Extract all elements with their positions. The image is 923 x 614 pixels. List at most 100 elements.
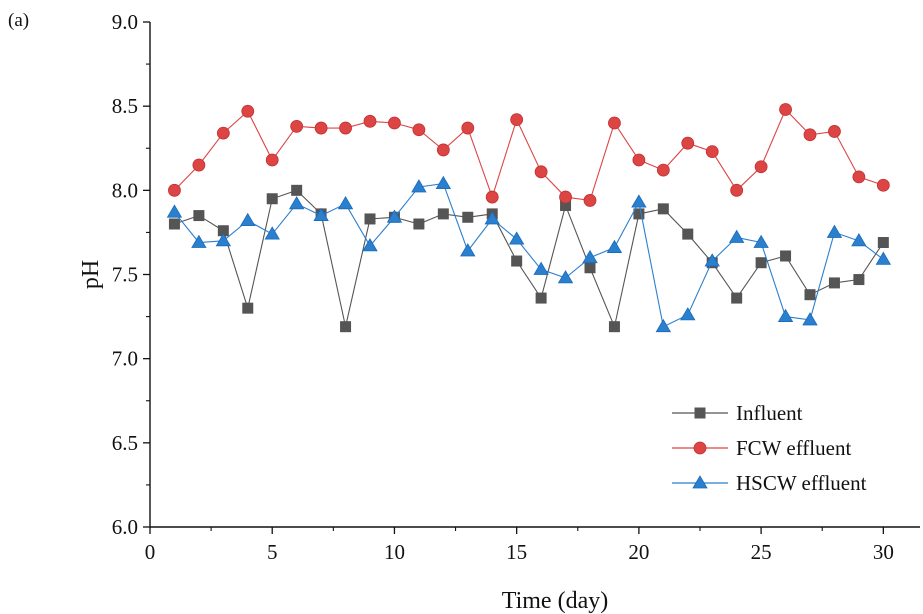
data-point — [802, 312, 818, 326]
data-point — [462, 211, 474, 223]
y-tick-label: 7.0 — [112, 347, 138, 371]
data-point — [191, 234, 207, 248]
data-point — [314, 121, 328, 135]
series-line — [174, 189, 884, 329]
data-point — [510, 113, 524, 127]
y-tick-label: 8.0 — [112, 178, 138, 202]
x-tick-label: 5 — [267, 540, 278, 564]
series-line — [174, 108, 884, 202]
x-tick-label: 0 — [145, 540, 156, 564]
data-point — [657, 203, 669, 215]
data-point — [168, 218, 180, 230]
y-tick-label: 6.5 — [112, 431, 138, 455]
data-point — [216, 126, 230, 140]
panel-label: (a) — [8, 10, 30, 31]
data-point — [608, 321, 620, 333]
y-tick-label: 9.0 — [112, 10, 138, 34]
data-point — [582, 249, 598, 264]
data-point — [731, 292, 743, 304]
data-point — [779, 103, 792, 116]
y-tick-label: 7.5 — [112, 263, 138, 287]
data-point — [242, 302, 254, 314]
data-point — [386, 209, 403, 223]
legend-marker — [692, 475, 708, 489]
data-point — [388, 116, 401, 130]
axes: 6.0 6.5 7.0 7.5 8.0 8.5 9.0 0 5 10 15 20 25 30 — [112, 10, 920, 564]
data-point — [534, 165, 548, 179]
data-point — [777, 308, 794, 322]
data-point — [656, 163, 670, 177]
data-point — [826, 224, 843, 238]
data-point — [704, 253, 720, 267]
data-point — [166, 204, 183, 218]
data-point — [559, 190, 572, 204]
x-tick-label: 20 — [628, 540, 649, 564]
data-point — [851, 233, 867, 247]
y-tick-label: 6.0 — [112, 515, 138, 539]
data-point — [608, 116, 621, 130]
legend-label: HSCW effluent — [736, 471, 867, 495]
data-point — [337, 196, 354, 210]
x-tick-label: 25 — [751, 540, 772, 564]
data-point — [828, 125, 841, 138]
data-point — [363, 114, 377, 128]
x-tick-label: 15 — [506, 540, 527, 564]
data-point — [412, 123, 426, 137]
series-2 — [168, 103, 890, 207]
data-point — [508, 231, 525, 245]
data-point — [730, 183, 744, 197]
data-point — [754, 160, 768, 174]
data-point — [266, 193, 278, 205]
data-point — [339, 121, 352, 135]
legend: Influent FCW effluent HSCW effluent — [672, 401, 867, 495]
data-point — [288, 196, 305, 210]
data-point — [413, 218, 425, 230]
data-point — [632, 153, 646, 167]
data-point — [655, 318, 672, 333]
data-point — [633, 208, 645, 220]
data-point — [583, 194, 597, 207]
data-point — [511, 255, 523, 267]
data-point — [804, 289, 816, 301]
data-point — [362, 238, 378, 252]
data-point — [753, 234, 769, 248]
data-point — [241, 104, 255, 118]
data-point — [340, 321, 352, 333]
data-point — [853, 274, 865, 286]
data-point — [682, 228, 694, 240]
x-tick-label: 10 — [384, 540, 405, 564]
data-point — [780, 250, 792, 262]
data-point — [755, 257, 767, 269]
series-layer — [166, 103, 892, 333]
data-point — [411, 179, 427, 193]
data-point — [192, 158, 206, 172]
data-point — [291, 184, 303, 196]
data-point — [803, 128, 817, 142]
data-point — [364, 213, 376, 225]
y-tick-label: 8.5 — [112, 94, 138, 118]
legend-label: Influent — [736, 401, 803, 425]
x-axis-title: Time (day) — [502, 588, 608, 614]
data-point — [631, 194, 647, 208]
x-tick-label: 30 — [873, 540, 894, 564]
data-point — [681, 136, 695, 150]
data-point — [728, 229, 745, 243]
data-point — [877, 237, 889, 249]
data-point — [461, 121, 475, 135]
data-point — [828, 277, 840, 289]
data-point — [265, 153, 279, 167]
data-point — [535, 292, 547, 304]
y-axis-title: pH — [78, 260, 104, 289]
legend-marker — [693, 441, 707, 455]
data-point — [680, 307, 696, 321]
data-point — [435, 175, 452, 190]
data-point — [460, 243, 476, 257]
data-point — [852, 170, 866, 184]
data-point — [290, 119, 304, 133]
data-point — [533, 261, 549, 275]
data-point — [484, 211, 500, 225]
series-line — [174, 182, 884, 328]
series-1 — [168, 184, 889, 333]
series-3 — [166, 175, 892, 333]
